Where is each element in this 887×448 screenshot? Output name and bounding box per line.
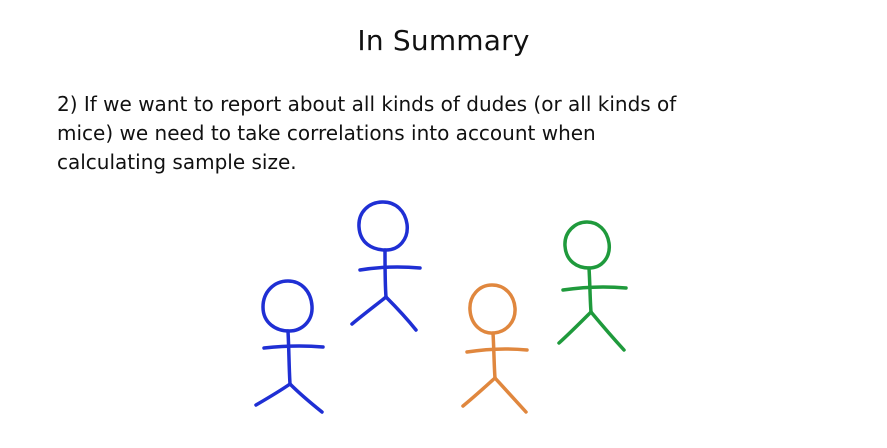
blue-stick-figure-left — [254, 279, 325, 414]
slide-title: In Summary — [357, 24, 530, 57]
green-stick-figure — [557, 220, 628, 352]
slide-body-text: 2) If we want to report about all kinds … — [57, 92, 677, 174]
blue-stick-figure-center — [350, 200, 422, 332]
orange-stick-figure — [461, 283, 529, 414]
